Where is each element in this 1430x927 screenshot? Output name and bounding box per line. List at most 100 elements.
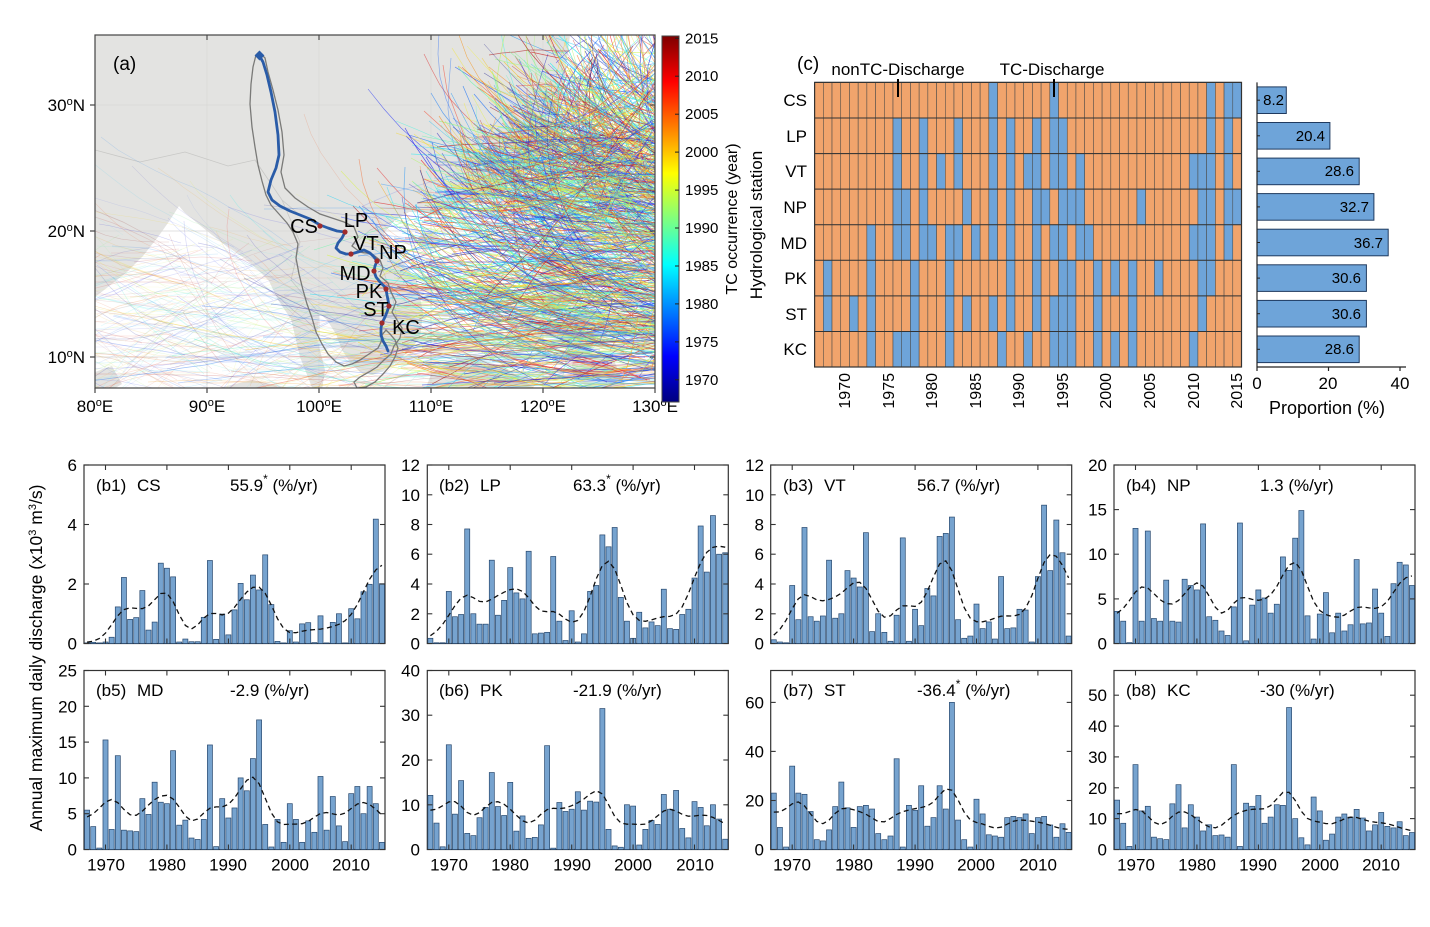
- svg-text:8.2: 8.2: [1263, 92, 1284, 109]
- svg-text:6: 6: [411, 545, 420, 564]
- svg-text:5: 5: [68, 805, 77, 824]
- svg-text:LP: LP: [786, 127, 807, 146]
- svg-text:KC: KC: [783, 340, 807, 359]
- svg-text:25: 25: [58, 662, 77, 681]
- svg-text:30oN: 30oN: [48, 96, 85, 115]
- svg-text:4: 4: [411, 575, 420, 594]
- svg-text:ST: ST: [785, 305, 807, 324]
- svg-text:1970: 1970: [87, 856, 125, 875]
- svg-text:2: 2: [411, 605, 420, 624]
- svg-text:10: 10: [401, 486, 420, 505]
- svg-text:1970: 1970: [773, 856, 811, 875]
- svg-text:1990: 1990: [209, 856, 247, 875]
- svg-text:2010: 2010: [676, 856, 714, 875]
- svg-text:ST: ST: [363, 299, 389, 321]
- svg-text:CS: CS: [137, 476, 161, 495]
- svg-text:LP: LP: [480, 476, 501, 495]
- svg-text:CS: CS: [783, 91, 807, 110]
- svg-text:20: 20: [1319, 374, 1338, 393]
- svg-text:1985: 1985: [685, 258, 718, 275]
- svg-text:2005: 2005: [1142, 373, 1159, 409]
- svg-text:2010: 2010: [1362, 856, 1400, 875]
- svg-text:Proportion (%): Proportion (%): [1269, 398, 1385, 418]
- svg-text:2000: 2000: [1301, 856, 1339, 875]
- svg-text:PK: PK: [480, 681, 503, 700]
- svg-text:(c): (c): [797, 54, 819, 75]
- svg-text:1990: 1990: [685, 220, 718, 237]
- svg-text:ST: ST: [824, 681, 846, 700]
- svg-text:90oE: 90oE: [189, 397, 225, 416]
- svg-text:56.7 (%/yr): 56.7 (%/yr): [917, 476, 1000, 495]
- svg-text:-30 (%/yr): -30 (%/yr): [1260, 681, 1335, 700]
- svg-text:8: 8: [411, 516, 420, 535]
- svg-text:MD: MD: [137, 681, 163, 700]
- svg-text:(b3): (b3): [783, 476, 813, 495]
- svg-text:TC-Discharge: TC-Discharge: [1000, 60, 1105, 79]
- svg-text:1970: 1970: [837, 373, 854, 409]
- svg-text:40: 40: [1088, 717, 1107, 736]
- svg-text:8: 8: [755, 516, 764, 535]
- svg-text:2015: 2015: [1229, 373, 1246, 409]
- svg-text:2010: 2010: [685, 68, 718, 85]
- svg-text:1975: 1975: [881, 373, 898, 409]
- svg-text:12: 12: [745, 456, 764, 475]
- svg-text:1975: 1975: [685, 334, 718, 351]
- svg-text:100oE: 100oE: [296, 397, 342, 416]
- svg-text:Annual maximum daily discharge: Annual maximum daily discharge (x103 m3/…: [26, 485, 46, 832]
- svg-text:40: 40: [401, 662, 420, 681]
- svg-text:0: 0: [755, 841, 764, 860]
- svg-text:10: 10: [1088, 810, 1107, 829]
- svg-text:1970: 1970: [685, 372, 718, 389]
- svg-text:15: 15: [1088, 501, 1107, 520]
- svg-text:1980: 1980: [148, 856, 186, 875]
- svg-text:40: 40: [1391, 374, 1410, 393]
- svg-text:(b1): (b1): [96, 476, 126, 495]
- svg-text:0: 0: [1252, 374, 1261, 393]
- svg-text:2000: 2000: [685, 144, 718, 161]
- svg-text:LP: LP: [344, 210, 368, 232]
- svg-text:2000: 2000: [957, 856, 995, 875]
- svg-text:32.7: 32.7: [1340, 199, 1369, 216]
- svg-text:50: 50: [1088, 686, 1107, 705]
- svg-text:1980: 1980: [1178, 856, 1216, 875]
- svg-text:1970: 1970: [1117, 856, 1155, 875]
- svg-text:40: 40: [745, 742, 764, 761]
- svg-text:1990: 1990: [553, 856, 591, 875]
- svg-text:(b6): (b6): [439, 681, 469, 700]
- svg-text:1980: 1980: [491, 856, 529, 875]
- svg-text:10: 10: [745, 486, 764, 505]
- svg-text:80oE: 80oE: [77, 397, 113, 416]
- svg-text:20.4: 20.4: [1296, 128, 1325, 145]
- svg-text:6: 6: [68, 456, 77, 475]
- svg-text:2000: 2000: [1098, 373, 1115, 409]
- svg-text:(a): (a): [113, 54, 136, 75]
- svg-text:0: 0: [68, 635, 77, 654]
- svg-text:30: 30: [1088, 748, 1107, 767]
- svg-text:(b5): (b5): [96, 681, 126, 700]
- svg-text:2000: 2000: [271, 856, 309, 875]
- svg-text:0: 0: [411, 841, 420, 860]
- svg-text:(b2): (b2): [439, 476, 469, 495]
- svg-text:63.3* (%/yr): 63.3* (%/yr): [573, 472, 661, 495]
- svg-text:120oE: 120oE: [520, 397, 566, 416]
- svg-text:30.6: 30.6: [1332, 270, 1361, 287]
- svg-text:Hydrological station: Hydrological station: [747, 151, 766, 299]
- svg-text:2: 2: [68, 575, 77, 594]
- svg-text:1970: 1970: [430, 856, 468, 875]
- svg-text:CS: CS: [290, 216, 318, 238]
- svg-text:KC: KC: [1167, 681, 1191, 700]
- svg-text:110oE: 110oE: [409, 397, 454, 416]
- svg-text:20: 20: [745, 792, 764, 811]
- svg-text:4: 4: [68, 516, 77, 535]
- svg-text:0: 0: [1098, 841, 1107, 860]
- svg-text:2010: 2010: [1186, 373, 1203, 409]
- svg-text:20: 20: [1088, 779, 1107, 798]
- svg-text:36.7: 36.7: [1354, 235, 1383, 252]
- svg-text:2: 2: [755, 605, 764, 624]
- svg-text:1.3 (%/yr): 1.3 (%/yr): [1260, 476, 1334, 495]
- svg-text:20: 20: [1088, 456, 1107, 475]
- svg-text:28.6: 28.6: [1325, 163, 1354, 180]
- svg-text:10: 10: [401, 796, 420, 815]
- svg-text:10oN: 10oN: [48, 348, 85, 367]
- svg-text:20oN: 20oN: [48, 222, 85, 241]
